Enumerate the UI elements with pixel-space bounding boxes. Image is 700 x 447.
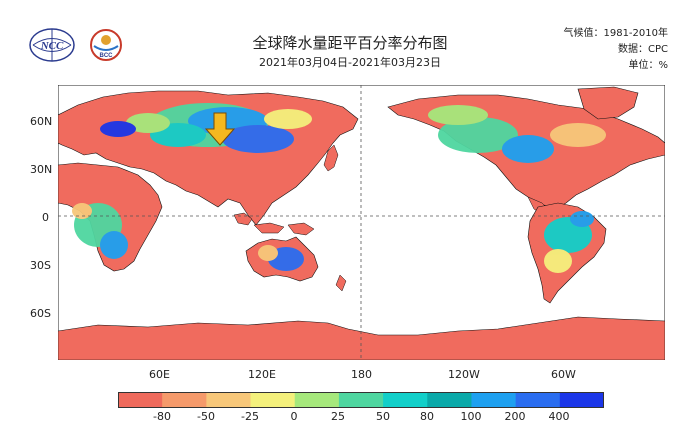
colorbar-label-minus80: -80 bbox=[153, 410, 171, 423]
lat-label-30s: 30S bbox=[30, 259, 51, 272]
colorbar-label-0: 0 bbox=[290, 410, 298, 423]
colorbar bbox=[118, 392, 604, 408]
lon-label-180: 180 bbox=[351, 368, 372, 381]
lon-label-60e: 60E bbox=[149, 368, 170, 381]
antarctica-landmass bbox=[58, 316, 665, 360]
colorbar-label-minus25: -25 bbox=[241, 410, 259, 423]
japan-islands bbox=[323, 144, 339, 172]
colorbar-label-200: 200 bbox=[504, 410, 526, 423]
map-title: 全球降水量距平百分率分布图 bbox=[252, 34, 448, 52]
unit-label: 单位：% bbox=[628, 60, 668, 71]
lon-label-120w: 120W bbox=[448, 368, 480, 381]
svg-text:NCC: NCC bbox=[40, 40, 64, 52]
svg-text:BCC: BCC bbox=[100, 53, 114, 59]
colorbar-cell bbox=[515, 392, 561, 408]
ncc-logo: NCC bbox=[29, 28, 75, 62]
colorbar-cell bbox=[250, 392, 296, 408]
meta-info: 气候值：1981-2010年 数据：CPC 单位：% bbox=[563, 26, 668, 74]
colorbar-label-400: 400 bbox=[548, 410, 570, 423]
colorbar-cell bbox=[471, 392, 517, 408]
colorbar-cell bbox=[162, 392, 207, 408]
colorbar-label-80: 80 bbox=[420, 410, 434, 423]
lon-label-120e: 120E bbox=[248, 368, 276, 381]
lat-label-60n: 60N bbox=[30, 115, 53, 128]
data-source: 数据：CPC bbox=[618, 44, 668, 55]
logo-group: NCC BCC bbox=[29, 28, 122, 62]
maritime-asia-islands bbox=[233, 212, 315, 236]
colorbar-cell bbox=[383, 392, 428, 408]
lat-label-30n: 30N bbox=[30, 163, 53, 176]
colorbar-cell bbox=[206, 392, 252, 408]
world-map bbox=[58, 85, 665, 360]
climate-normal: 气候值：1981-2010年 bbox=[563, 28, 668, 39]
highlight-arrow bbox=[204, 112, 236, 146]
lat-label-60s: 60S bbox=[30, 307, 51, 320]
greenland-landmass bbox=[577, 86, 639, 120]
date-range: 2021年03月04日-2021年03月23日 bbox=[259, 56, 441, 69]
lon-label-60w: 60W bbox=[551, 368, 576, 381]
colorbar-label-50: 50 bbox=[376, 410, 390, 423]
colorbar-cell bbox=[294, 392, 340, 408]
colorbar-label-minus50: -50 bbox=[197, 410, 215, 423]
colorbar-cell bbox=[338, 392, 384, 408]
colorbar-cell bbox=[118, 392, 163, 408]
colorbar-label-25: 25 bbox=[331, 410, 345, 423]
lat-label-equator: 0 bbox=[42, 211, 49, 224]
colorbar-label-100: 100 bbox=[460, 410, 482, 423]
colorbar-cell bbox=[559, 392, 604, 408]
bcc-logo: BCC bbox=[90, 29, 122, 61]
colorbar-cell bbox=[427, 392, 472, 408]
anomaly-patches bbox=[72, 103, 606, 273]
new-zealand bbox=[335, 274, 347, 292]
